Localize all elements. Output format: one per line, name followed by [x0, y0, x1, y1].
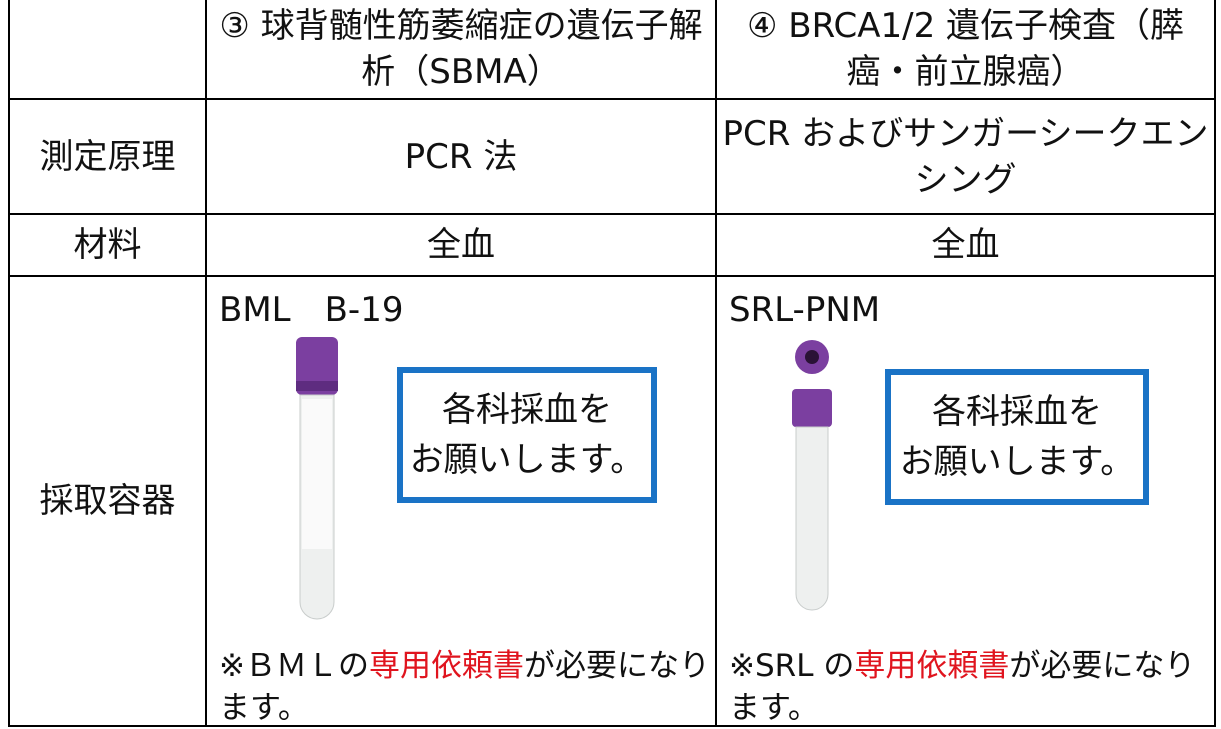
cell: PCR 法 — [205, 98, 717, 215]
notice-line: 各科採血を — [442, 390, 612, 430]
note-highlight: 専用依頼書 — [854, 648, 1010, 684]
container-code: SRL-PNM — [729, 290, 881, 330]
row: 採取容器 BML B-19 各科採血を お願いします。 ※ＢＭＬの専用依頼書が必… — [8, 275, 1216, 727]
row: 材料 全血 全血 — [8, 213, 1216, 277]
note: ※SRL の専用依頼書が必要になります。 — [729, 645, 1210, 729]
tube-image — [296, 337, 338, 620]
cell: 全血 — [715, 213, 1216, 277]
cell: SRL-PNM 各科採血を お願いします。 ※SRL の専用依頼書が必要になりま… — [715, 275, 1216, 727]
header-row: ③ 球背髄性筋萎縮症の遺伝子解析（SBMA） ④ BRCA1/2 遺伝子検査（膵… — [8, 0, 1216, 100]
note-text: が必要になります。 — [219, 648, 710, 726]
note-text: ※ＢＭＬの — [219, 648, 369, 684]
notice-box: 各科採血を お願いします。 — [397, 367, 657, 503]
container-cell: BML B-19 各科採血を お願いします。 ※ＢＭＬの専用依頼書が必要になりま… — [207, 277, 715, 726]
cell: PCR およびサンガーシークエンシング — [715, 98, 1216, 215]
notice-line: お願いします。 — [409, 440, 645, 480]
corner-cell — [8, 0, 207, 100]
row: 測定原理 PCR 法 PCR およびサンガーシークエンシング — [8, 98, 1216, 215]
notice-line: 各科採血を — [932, 392, 1102, 432]
row-label: 測定原理 — [8, 98, 207, 215]
column-header: ④ BRCA1/2 遺伝子検査（膵癌・前立腺癌） — [715, 0, 1216, 100]
note-text: が必要になります。 — [729, 648, 1196, 726]
row-label: 採取容器 — [8, 275, 207, 727]
cell: BML B-19 各科採血を お願いします。 ※ＢＭＬの専用依頼書が必要になりま… — [205, 275, 717, 727]
note: ※ＢＭＬの専用依頼書が必要になります。 — [219, 645, 711, 729]
note-highlight: 専用依頼書 — [368, 648, 524, 684]
row-label: 材料 — [8, 213, 207, 277]
notice-line: お願いします。 — [899, 442, 1135, 482]
container-code: BML B-19 — [219, 290, 404, 330]
test-table: ③ 球背髄性筋萎縮症の遺伝子解析（SBMA） ④ BRCA1/2 遺伝子検査（膵… — [8, 0, 1216, 727]
tube-image — [792, 340, 832, 611]
column-header: ③ 球背髄性筋萎縮症の遺伝子解析（SBMA） — [205, 0, 717, 100]
cell: 全血 — [205, 213, 717, 277]
container-cell: SRL-PNM 各科採血を お願いします。 ※SRL の専用依頼書が必要になりま… — [717, 277, 1214, 726]
note-text: ※SRL の — [729, 648, 855, 684]
notice-box: 各科採血を お願いします。 — [885, 369, 1149, 505]
